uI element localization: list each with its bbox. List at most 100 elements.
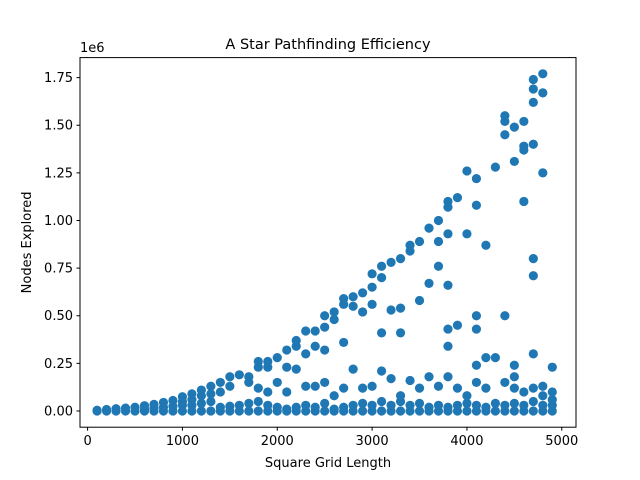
scatter-point xyxy=(92,405,102,415)
scatter-point xyxy=(376,366,387,376)
scatter-point xyxy=(528,383,538,393)
x-tick-label: 4000 xyxy=(450,434,483,449)
scatter-point xyxy=(462,166,472,176)
scatter-point xyxy=(538,69,548,79)
scatter-point xyxy=(424,372,434,382)
scatter-point xyxy=(395,253,406,264)
scatter-point xyxy=(272,377,282,388)
plot-frame xyxy=(79,57,577,428)
scatter-point xyxy=(120,403,131,413)
scatter-point xyxy=(320,398,330,408)
scatter-point xyxy=(528,74,538,85)
scatter-point xyxy=(196,398,206,408)
scatter-point xyxy=(329,314,339,325)
x-axis-label: Square Grid Length xyxy=(265,456,391,471)
scatter-point xyxy=(376,261,387,271)
scatter-point xyxy=(471,360,482,370)
scatter-point xyxy=(528,84,538,94)
scatter-point xyxy=(310,402,320,412)
scatter-point xyxy=(481,383,491,393)
scatter-point xyxy=(310,381,320,391)
scatter-point xyxy=(376,328,387,338)
scatter-point xyxy=(500,377,510,388)
scatter-point xyxy=(263,356,273,367)
scatter-point xyxy=(358,288,368,298)
scatter-point xyxy=(282,404,292,414)
scatter-point xyxy=(329,307,339,317)
scatter-point xyxy=(509,122,519,132)
scatter-point xyxy=(452,193,463,203)
scatter-point xyxy=(225,401,235,411)
scatter-point xyxy=(253,406,263,416)
scatter-point xyxy=(519,400,529,410)
scatter-point xyxy=(139,401,150,411)
data-points xyxy=(92,69,557,416)
scatter-point xyxy=(395,303,406,313)
scatter-point xyxy=(490,406,500,416)
scatter-point xyxy=(282,362,292,372)
scatter-point xyxy=(263,387,273,397)
scatter-point xyxy=(538,391,548,401)
scatter-point xyxy=(509,398,519,408)
scatter-point xyxy=(291,335,301,346)
scatter-point xyxy=(196,406,206,416)
scatter-point xyxy=(130,402,140,412)
scatter-point xyxy=(528,139,538,149)
scatter-point xyxy=(433,381,444,391)
chart-title: A Star Pathfinding Efficiency xyxy=(225,37,431,53)
scatter-point xyxy=(490,162,500,172)
scatter-point xyxy=(481,402,491,412)
y-tick-label: 0.75 xyxy=(44,262,73,277)
y-tick-label: 1.75 xyxy=(44,71,73,86)
scatter-point xyxy=(547,362,557,372)
scatter-point xyxy=(320,345,330,355)
scatter-point xyxy=(471,311,482,321)
scatter-point xyxy=(282,345,292,355)
scatter-point xyxy=(386,305,396,315)
scatter-point xyxy=(225,372,235,382)
scatter-point xyxy=(490,353,500,363)
scatter-point xyxy=(367,381,377,391)
y-tick-label: 0.25 xyxy=(44,357,73,372)
scatter-point xyxy=(291,402,301,412)
scatter-point xyxy=(519,116,529,127)
x-tick-label: 5000 xyxy=(545,434,578,449)
scatter-point xyxy=(481,353,491,363)
scatter-point xyxy=(301,326,311,336)
scatter-point xyxy=(405,400,415,410)
scatter-point xyxy=(462,398,472,408)
scatter-point xyxy=(367,282,377,292)
scatter-point xyxy=(443,402,453,412)
scatter-point xyxy=(310,341,320,351)
scatter-point xyxy=(424,278,434,288)
scatter-point xyxy=(329,391,339,401)
scatter-point xyxy=(329,404,339,414)
scatter-point xyxy=(168,395,178,406)
scatter-point xyxy=(348,364,358,374)
scatter-point xyxy=(538,381,548,391)
scatter-point xyxy=(414,406,425,416)
scatter-point xyxy=(187,389,197,399)
scatter-point xyxy=(547,394,557,405)
scatter-point xyxy=(339,402,349,412)
x-tick-label: 1000 xyxy=(166,434,199,449)
scatter-point xyxy=(348,301,358,311)
scatter-point xyxy=(528,349,538,359)
scatter-point xyxy=(215,377,225,388)
scatter-point xyxy=(443,280,453,290)
scatter-point xyxy=(301,400,311,410)
scatter-point xyxy=(471,377,482,388)
scatter-point xyxy=(386,374,396,384)
scatter-point xyxy=(490,398,500,408)
scatter-point xyxy=(424,402,434,412)
scatter-point xyxy=(234,370,244,380)
y-tick-label: 1.50 xyxy=(44,119,73,134)
scatter-point xyxy=(348,400,358,410)
scatter-point xyxy=(301,349,311,359)
x-tick-label: 0 xyxy=(83,434,91,449)
scatter-point xyxy=(206,406,216,416)
y-tick-label: 0.00 xyxy=(44,405,73,420)
axis-ticks: 0 1000 2000 3000 4000 5000 0.00 0.25 0.50 0.75 1.0… xyxy=(44,71,578,449)
scatter-point xyxy=(339,383,349,393)
